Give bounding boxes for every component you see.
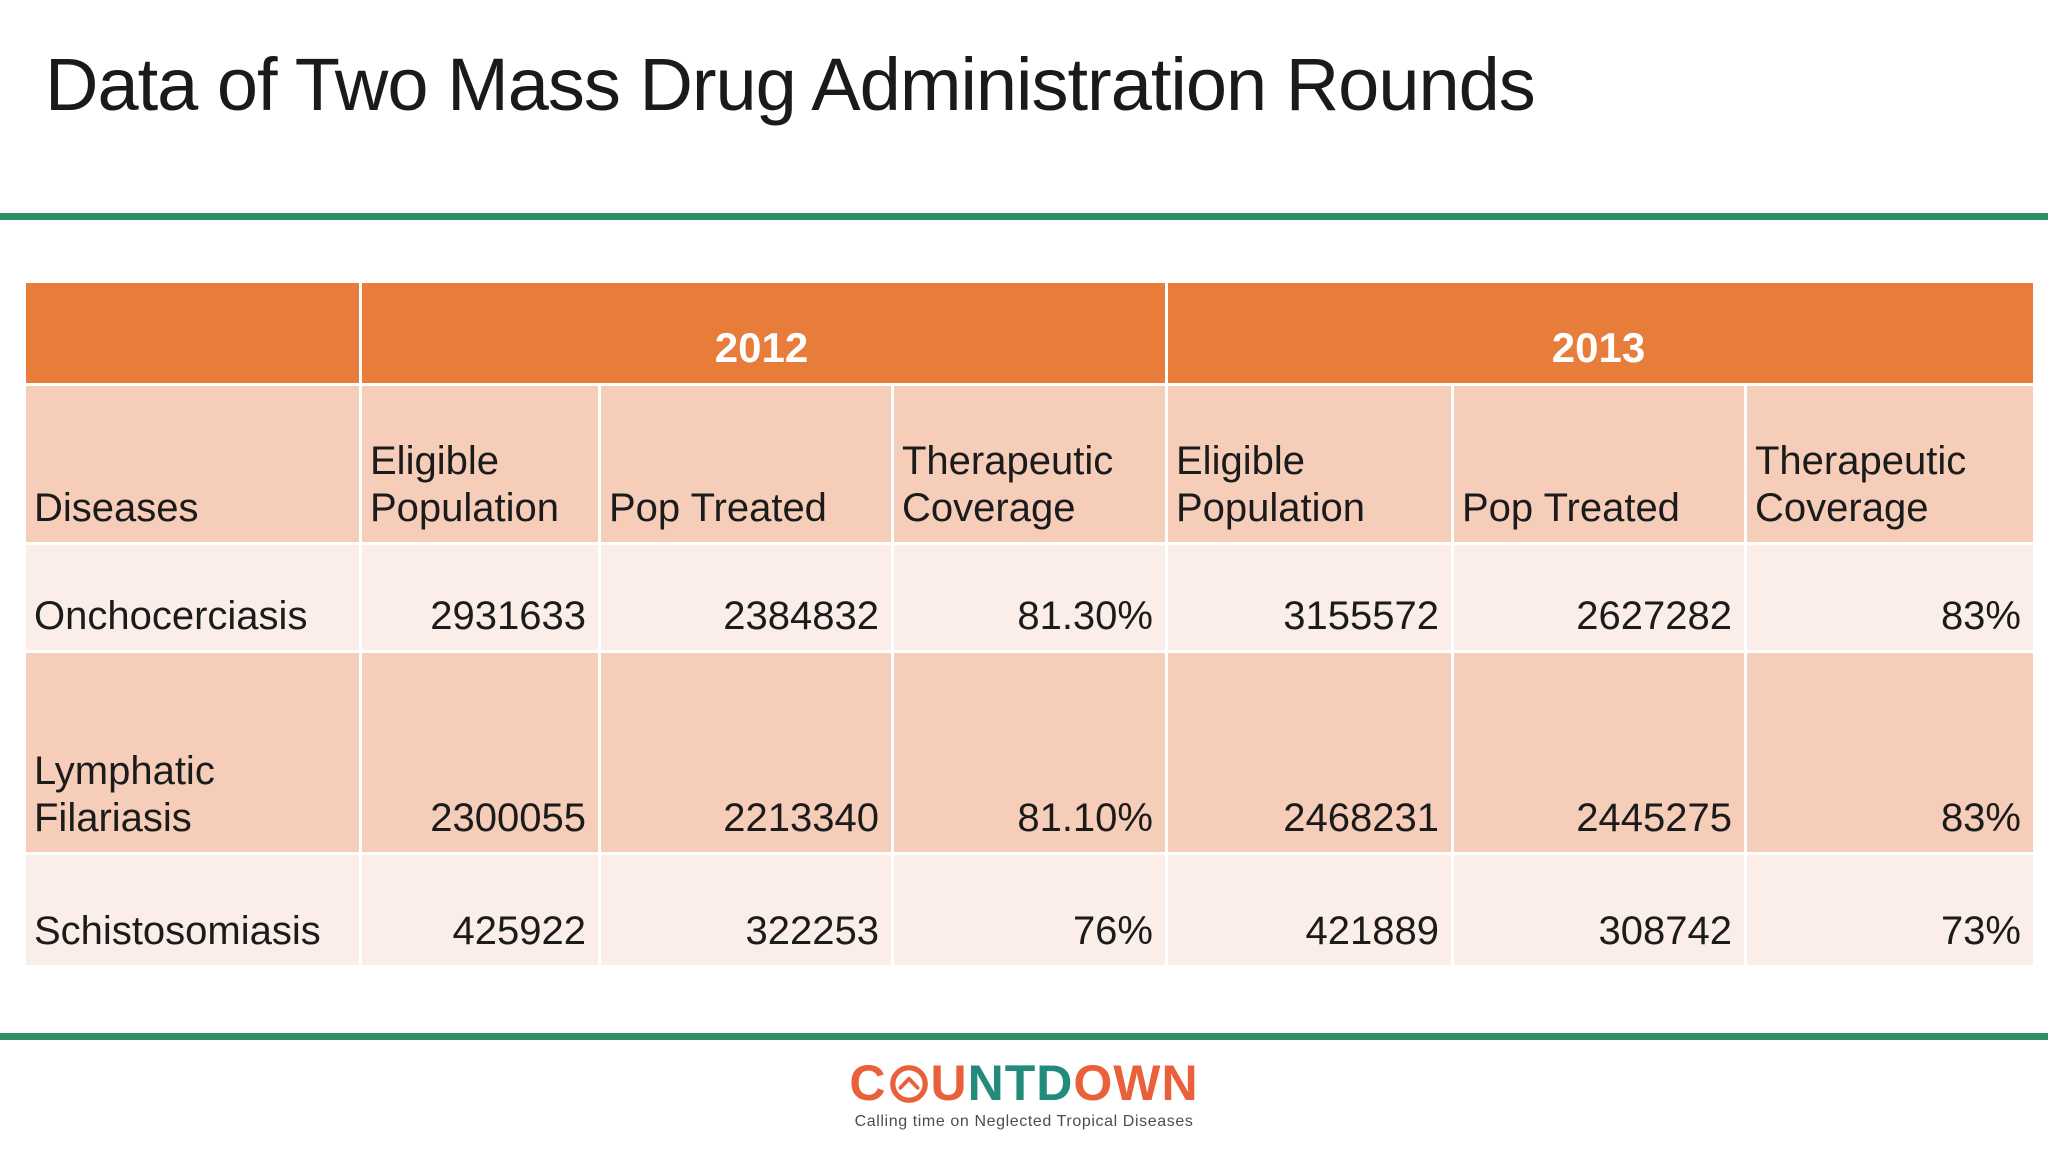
value-cell: 83% (1744, 650, 2036, 855)
value-cell: 83% (1744, 542, 2036, 653)
value-cell: 2445275 (1451, 650, 1747, 855)
disease-name-cell: Schistosomiasis (23, 852, 362, 968)
column-header-eligible-2013: Eligible Population (1165, 383, 1454, 545)
value-cell: 308742 (1451, 852, 1747, 968)
disease-name-cell: Onchocerciasis (23, 542, 362, 653)
value-cell: 3155572 (1165, 542, 1454, 653)
value-cell: 2300055 (359, 650, 601, 855)
value-cell: 81.30% (891, 542, 1168, 653)
column-header-coverage-2012: Therapeutic Coverage (891, 383, 1168, 545)
value-cell: 2627282 (1451, 542, 1747, 653)
table-row-schistosomiasis: Schistosomiasis 425922 322253 76% 421889… (23, 852, 2036, 968)
year-header-row: 2012 2013 (23, 280, 2036, 386)
logo-tagline: Calling time on Neglected Tropical Disea… (854, 1113, 1194, 1130)
column-header-diseases: Diseases (23, 383, 362, 545)
disease-name-cell: Lymphatic Filariasis (23, 650, 362, 855)
logo-text-segment: OWN (1073, 1055, 1199, 1111)
value-cell: 2384832 (598, 542, 894, 653)
column-header-eligible-2012: Eligible Population (359, 383, 601, 545)
value-cell: 76% (891, 852, 1168, 968)
page-title: Data of Two Mass Drug Administration Rou… (45, 43, 1536, 126)
table-row-onchocerciasis: Onchocerciasis 2931633 2384832 81.30% 31… (23, 542, 2036, 653)
logo-text-segment: U (930, 1055, 968, 1111)
countdown-logo: C UNTDOWN (0, 1058, 2048, 1108)
value-cell: 2213340 (598, 650, 894, 855)
column-header-row: Diseases Eligible Population Pop Treated… (23, 383, 2036, 545)
year-header-2013: 2013 (1165, 280, 2036, 386)
value-cell: 81.10% (891, 650, 1168, 855)
value-cell: 2931633 (359, 542, 601, 653)
value-cell: 73% (1744, 852, 2036, 968)
logo-text-segment: NTD (967, 1055, 1074, 1111)
value-cell: 322253 (598, 852, 894, 968)
column-header-treated-2012: Pop Treated (598, 383, 894, 545)
footer: C UNTDOWN Calling time on Neglected Tropi… (0, 1058, 2048, 1131)
title-underline-rule (0, 213, 2048, 220)
logo-text-segment: C (849, 1055, 887, 1111)
corner-cell (23, 280, 362, 386)
value-cell: 425922 (359, 852, 601, 968)
column-header-coverage-2013: Therapeutic Coverage (1744, 383, 2036, 545)
year-header-2012: 2012 (359, 280, 1168, 386)
footer-rule (0, 1033, 2048, 1040)
data-table: 2012 2013 Diseases Eligible Population P… (23, 280, 2036, 968)
table-row-lymphatic-filariasis: Lymphatic Filariasis 2300055 2213340 81.… (23, 650, 2036, 855)
value-cell: 421889 (1165, 852, 1454, 968)
value-cell: 2468231 (1165, 650, 1454, 855)
column-header-treated-2013: Pop Treated (1451, 383, 1747, 545)
clock-icon (889, 1065, 928, 1103)
